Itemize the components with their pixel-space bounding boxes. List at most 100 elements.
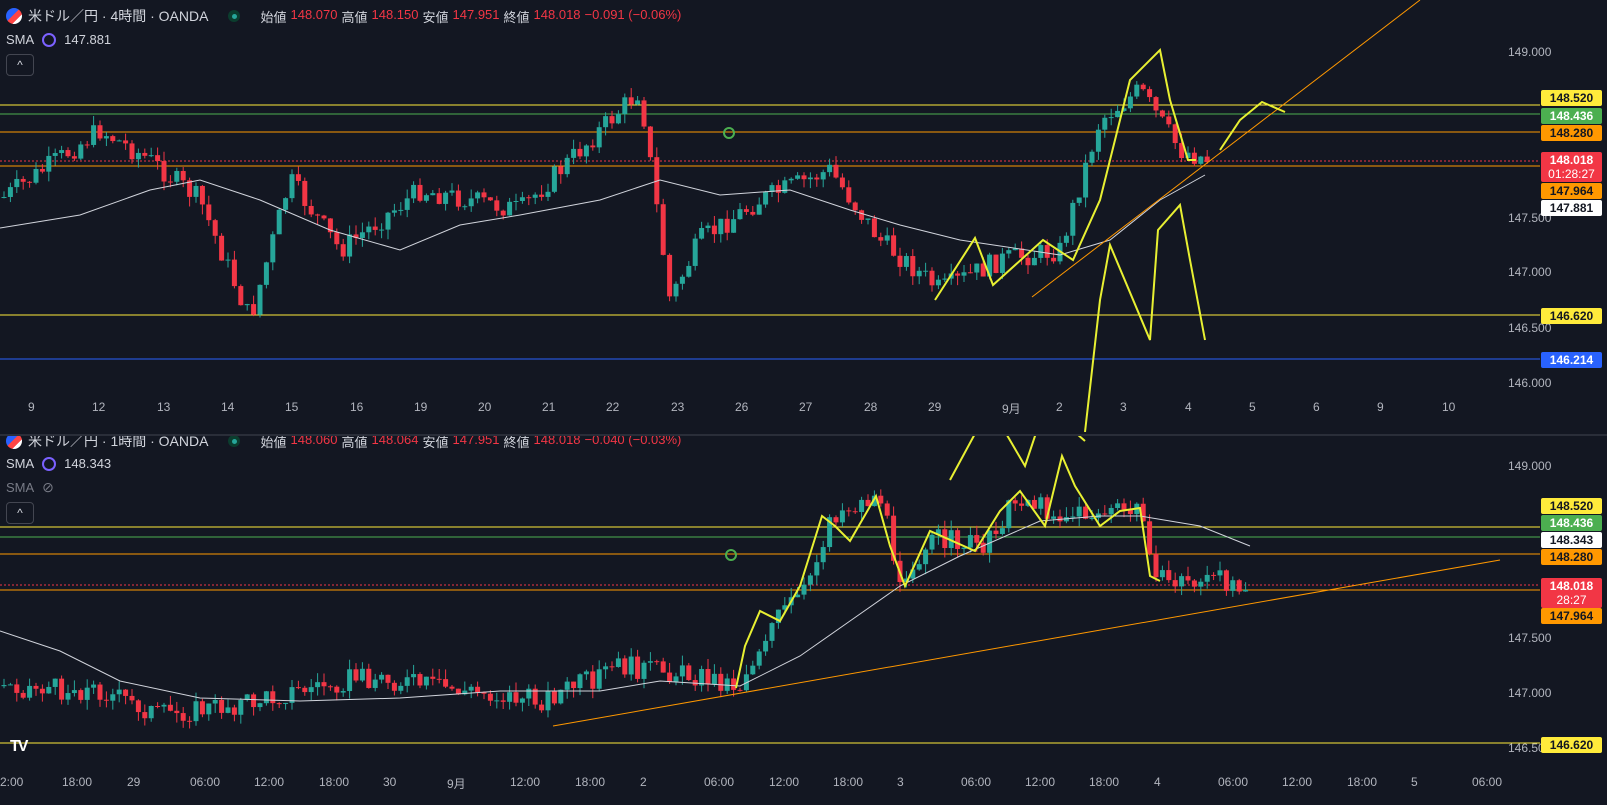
candle-body bbox=[443, 192, 449, 204]
price-line-label[interactable]: 148.343 bbox=[1541, 532, 1602, 548]
candle-body bbox=[603, 116, 609, 128]
price-line-label[interactable]: 147.964 bbox=[1541, 608, 1602, 624]
time-tick-label: 21 bbox=[542, 400, 556, 414]
candle-body bbox=[353, 669, 359, 681]
candle-body bbox=[110, 694, 116, 701]
candle-body bbox=[423, 676, 429, 686]
candle-body bbox=[507, 692, 513, 702]
candle-body bbox=[532, 688, 538, 705]
price-line-label[interactable]: 146.620 bbox=[1541, 737, 1602, 753]
candle-body bbox=[679, 276, 685, 284]
collapse-legend-button[interactable]: ^ bbox=[6, 502, 34, 524]
price-line-label[interactable]: 148.436 bbox=[1541, 515, 1602, 531]
candle-body bbox=[39, 688, 45, 694]
price-line-label[interactable]: 148.018 01:28:27 bbox=[1541, 152, 1602, 182]
chart-pane-4h[interactable]: 米ドル／円 · 4時間 · OANDA 始値 148.070 高値 148.150 … bbox=[0, 0, 1607, 432]
sma-indicator-4h[interactable]: SMA 147.881 bbox=[6, 32, 112, 47]
symbol-title-4h[interactable]: 米ドル／円 · 4時間 · OANDA bbox=[28, 8, 209, 24]
candle-body bbox=[1185, 576, 1191, 581]
freehand-drawing bbox=[934, 47, 1196, 301]
sma2-indicator-hidden[interactable]: SMA ⊘ bbox=[6, 479, 54, 495]
candle-body bbox=[174, 170, 180, 182]
candle-body bbox=[1166, 570, 1172, 581]
candle-body bbox=[430, 676, 436, 679]
candle-body bbox=[801, 175, 807, 180]
sma-settings-icon[interactable] bbox=[42, 456, 57, 471]
candle-body bbox=[14, 684, 20, 693]
candle-body bbox=[558, 166, 564, 175]
candle-body bbox=[583, 671, 589, 675]
chart-canvas-4h[interactable] bbox=[0, 0, 1607, 432]
candle-body bbox=[1185, 152, 1191, 159]
candle-body bbox=[507, 201, 513, 216]
time-tick-label: 12 bbox=[92, 400, 106, 414]
collapse-legend-button[interactable]: ^ bbox=[6, 54, 34, 76]
price-line-label[interactable]: 148.436 bbox=[1541, 108, 1602, 124]
candle-body bbox=[315, 214, 321, 216]
candle-body bbox=[1140, 503, 1146, 522]
candle-body bbox=[206, 703, 212, 715]
tradingview-logo[interactable]: TV bbox=[10, 738, 29, 755]
candle-body bbox=[577, 148, 583, 157]
time-tick-label: 28 bbox=[864, 400, 878, 414]
price-line-label[interactable]: 148.520 bbox=[1541, 90, 1602, 106]
candle-body bbox=[647, 661, 653, 663]
chart-canvas-1h[interactable] bbox=[0, 436, 1607, 805]
candle-body bbox=[161, 704, 167, 707]
candle-body bbox=[1038, 245, 1044, 258]
price-line-label[interactable]: 147.881 bbox=[1541, 200, 1602, 216]
candle-body bbox=[590, 145, 596, 148]
candle-body bbox=[475, 192, 481, 199]
candle-body bbox=[526, 197, 532, 199]
price-line-label[interactable]: 148.520 bbox=[1541, 498, 1602, 514]
price-line-label[interactable]: 148.280 bbox=[1541, 549, 1602, 565]
price-line-label[interactable]: 148.280 bbox=[1541, 125, 1602, 141]
time-tick-label: 13 bbox=[157, 400, 171, 414]
candle-body bbox=[699, 228, 705, 239]
time-tick-label: 06:00 bbox=[961, 775, 992, 789]
candle-body bbox=[84, 144, 90, 146]
candle-body bbox=[411, 184, 417, 199]
candle-body bbox=[142, 152, 148, 156]
symbol-legend-1h: 米ドル／円 · 1時間 · OANDA 始値 148.060 高値 148.064 … bbox=[6, 434, 681, 451]
trendline bbox=[552, 559, 1501, 727]
time-tick-label: 3 bbox=[1120, 400, 1127, 414]
price-line-label[interactable]: 147.964 bbox=[1541, 183, 1602, 199]
candle-body bbox=[142, 712, 148, 719]
candle-body bbox=[654, 661, 660, 663]
candle-body bbox=[686, 265, 692, 277]
sma-settings-icon[interactable] bbox=[42, 32, 57, 47]
candle-body bbox=[379, 229, 385, 231]
candle-body bbox=[295, 174, 301, 181]
candle-body bbox=[366, 226, 372, 233]
candle-body bbox=[411, 674, 417, 678]
price-line-label[interactable]: 146.620 bbox=[1541, 308, 1602, 324]
candle-body bbox=[1006, 250, 1012, 254]
candle-body bbox=[1153, 553, 1159, 578]
chart-pane-1h[interactable]: 米ドル／円 · 1時間 · OANDA 始値 148.060 高値 148.064 … bbox=[0, 434, 1607, 805]
trendline bbox=[1031, 0, 1421, 298]
candle-body bbox=[417, 674, 423, 686]
candle-body bbox=[46, 155, 52, 172]
candle-body bbox=[1108, 507, 1114, 515]
time-tick-label: 12:00 bbox=[1025, 775, 1056, 789]
symbol-title-1h[interactable]: 米ドル／円 · 1時間 · OANDA bbox=[28, 434, 209, 449]
price-line-label[interactable]: 148.018 28:27 bbox=[1541, 578, 1602, 608]
time-tick-label: 16 bbox=[350, 400, 364, 414]
price-line-label[interactable]: 146.214 bbox=[1541, 352, 1602, 368]
candle-body bbox=[244, 304, 250, 306]
candle-body bbox=[852, 511, 858, 513]
candle-body bbox=[155, 705, 161, 707]
candle-body bbox=[910, 569, 916, 579]
candle-body bbox=[891, 235, 897, 256]
price-tick-label: 146.000 bbox=[1508, 376, 1552, 390]
alert-icon bbox=[723, 127, 735, 139]
candle-body bbox=[1179, 143, 1185, 159]
candle-body bbox=[443, 679, 449, 687]
candle-body bbox=[1038, 497, 1044, 509]
sma-indicator-1h[interactable]: SMA 148.343 bbox=[6, 456, 112, 471]
candle-body bbox=[641, 662, 647, 679]
symbol-legend-4h: 米ドル／円 · 4時間 · OANDA 始値 148.070 高値 148.150 … bbox=[6, 6, 681, 26]
eye-hidden-icon[interactable]: ⊘ bbox=[42, 479, 54, 495]
candle-body bbox=[116, 140, 122, 142]
